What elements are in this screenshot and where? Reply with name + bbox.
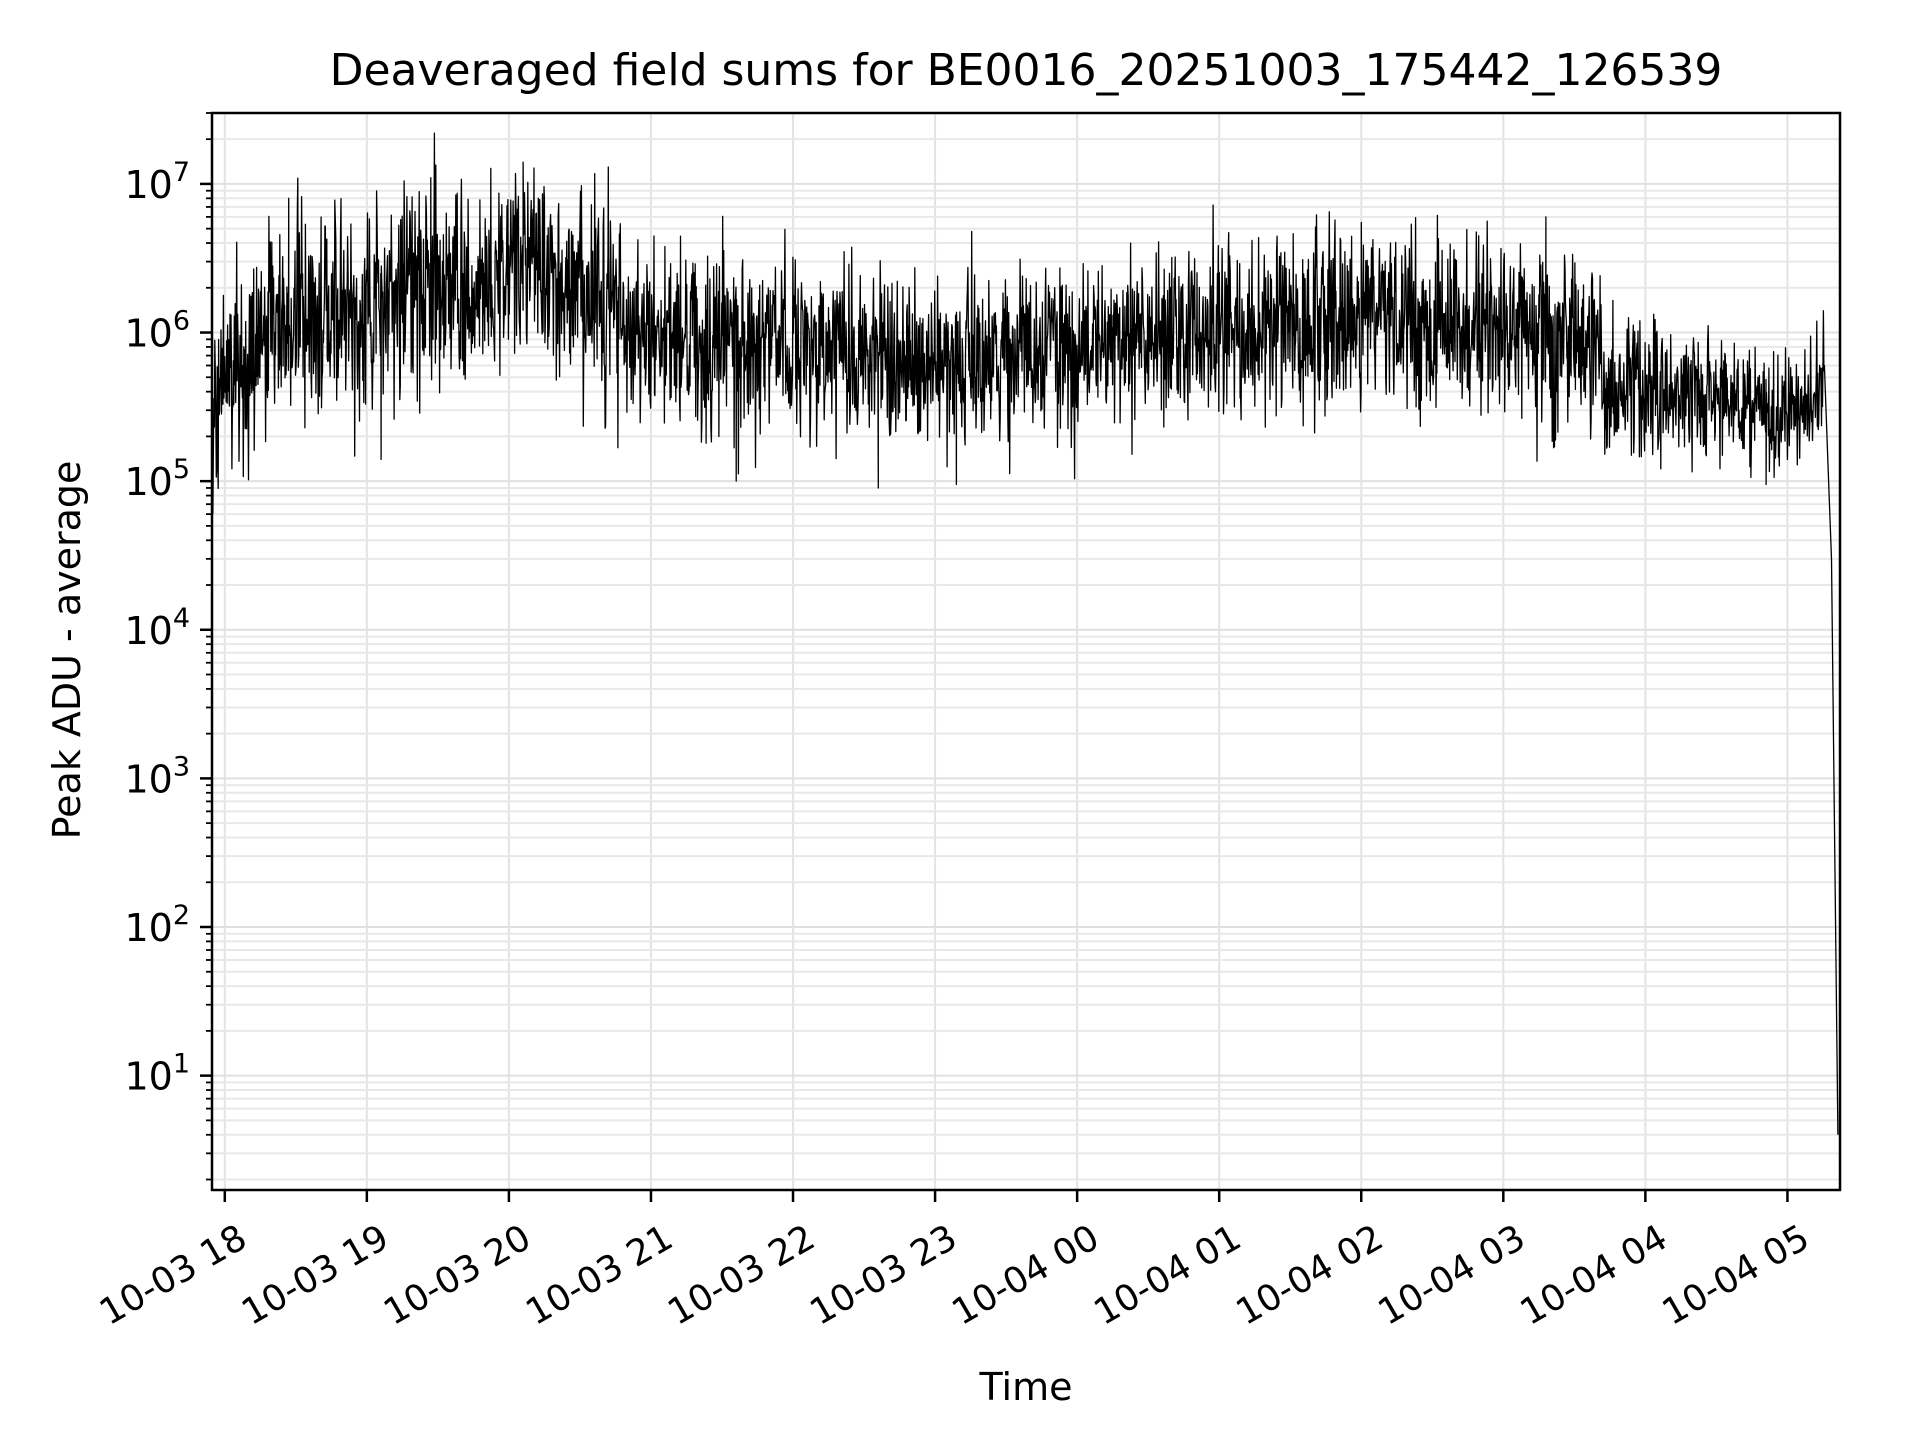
y-tick-label: 101 bbox=[124, 1049, 190, 1099]
y-axis-label: Peak ADU - average bbox=[45, 461, 89, 840]
plot-frame bbox=[210, 111, 1842, 1192]
y-tick-base: 10 bbox=[124, 1055, 172, 1099]
x-tick-label: 10-03 19 bbox=[235, 1217, 396, 1333]
x-tick-label: 10-03 20 bbox=[377, 1217, 538, 1333]
y-tick-exponent: 4 bbox=[173, 603, 190, 634]
y-tick-exponent: 6 bbox=[173, 306, 190, 337]
x-tick-label: 10-04 03 bbox=[1372, 1217, 1533, 1333]
y-tick-label: 106 bbox=[124, 306, 190, 356]
y-tick-base: 10 bbox=[124, 609, 172, 653]
y-tick-label: 104 bbox=[124, 603, 190, 653]
y-tick-base: 10 bbox=[124, 757, 172, 801]
y-tick-exponent: 1 bbox=[173, 1049, 190, 1080]
grid bbox=[212, 112, 1840, 1190]
x-tick-label: 10-04 05 bbox=[1656, 1217, 1817, 1333]
x-tick-label: 10-03 21 bbox=[519, 1217, 680, 1333]
y-tick-base: 10 bbox=[124, 460, 172, 504]
x-tick-label: 10-04 01 bbox=[1087, 1217, 1248, 1333]
x-tick-label: 10-04 02 bbox=[1229, 1217, 1390, 1333]
series-line bbox=[211, 132, 1839, 1135]
chart-title: Deaveraged field sums for BE0016_2025100… bbox=[330, 45, 1723, 96]
x-tick-label: 10-03 18 bbox=[93, 1217, 254, 1333]
series-line-group bbox=[211, 132, 1839, 1135]
y-tick-label: 103 bbox=[124, 751, 190, 801]
y-tick-label: 102 bbox=[124, 900, 190, 950]
x-axis-label: Time bbox=[979, 1365, 1073, 1409]
x-tick-label: 10-03 22 bbox=[661, 1217, 822, 1333]
y-tick-exponent: 7 bbox=[173, 157, 190, 188]
y-tick-base: 10 bbox=[124, 312, 172, 356]
y-tick-exponent: 5 bbox=[173, 454, 190, 485]
y-tick-base: 10 bbox=[124, 163, 172, 207]
y-tick-label: 105 bbox=[124, 454, 190, 504]
y-tick-exponent: 3 bbox=[173, 751, 190, 782]
y-tick-label: 107 bbox=[124, 157, 190, 207]
x-tick-label: 10-04 00 bbox=[945, 1217, 1106, 1333]
x-tick-label: 10-03 23 bbox=[803, 1217, 964, 1333]
x-tick-label: 10-04 04 bbox=[1514, 1217, 1675, 1333]
y-tick-base: 10 bbox=[124, 906, 172, 950]
y-tick-exponent: 2 bbox=[173, 900, 190, 931]
